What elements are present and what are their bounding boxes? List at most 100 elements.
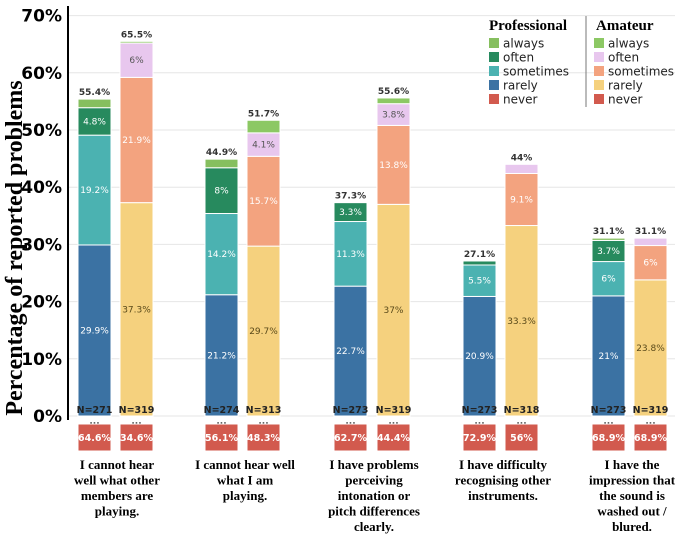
never-value-label: 68.9% [634,433,667,444]
never-value-label: 68.9% [592,433,625,444]
x-category-label-line: I have problems [329,457,418,472]
segment-value-label: 21.9% [122,136,151,146]
segment-value-label: 13.8% [379,161,408,171]
sample-size-label: N=319 [376,405,412,416]
segment-value-label: 29.7% [249,327,278,337]
bar-total-label: 55.6% [378,87,409,97]
segment-value-label: 6% [643,259,658,269]
bar-professional-rarely [333,285,368,417]
y-tick-label: 30% [21,235,62,255]
x-category-label-line: the sound is [599,488,665,503]
bar-amateur-often [119,42,154,78]
legend-swatch-amateur-always [594,38,604,48]
segment-value-label: 3.8% [382,111,405,121]
y-tick-label: 0% [33,407,62,427]
sample-size-label: N=274 [204,405,240,416]
axis-break-dots: ... [345,417,355,427]
x-category-label-line: instruments. [468,488,538,503]
bar-professional-rarely [591,295,626,417]
never-value-label: 56% [510,433,533,444]
bars: 29.9% 19.2% 4.8% 55.4% N=271... 64.6% 21.2% 14.… [77,30,669,452]
legend-swatch-amateur-rarely [594,80,604,90]
segment-value-label: 4.1% [252,141,275,151]
bar-professional-sometimes [462,264,497,297]
bar-professional-rarely [204,294,239,417]
never-value-label: 48.3% [247,433,280,444]
axis-break-dots: ... [603,417,613,427]
sample-size-label: N=319 [633,405,669,416]
sample-size-label: N=273 [462,405,498,416]
segment-value-label: 21% [598,352,618,362]
bar-professional-always [204,158,239,169]
segment-value-label: 5.5% [468,277,491,287]
bar-amateur-never [504,423,539,452]
segment-value-label: 37.3% [122,305,151,315]
x-category-label-line: I cannot hear well [195,457,295,472]
segment-value-label: 15.7% [249,197,278,207]
x-category-label-line: blured. [612,519,652,534]
x-category-label-line: what I am [217,473,274,488]
segment-value-label: 11.3% [336,250,365,260]
axis-break-dots: ... [216,417,226,427]
legend-label-amateur-rarely: rarely [608,79,643,93]
gridlines [68,15,675,417]
sample-size-label: N=318 [504,405,540,416]
x-category-label-line: I have difficulty [459,457,548,472]
segment-value-label: 33.3% [507,317,536,327]
bar-amateur-sometimes [633,245,668,281]
x-category-label-line: I cannot hear [80,457,155,472]
segment-value-label: 37% [383,306,403,316]
x-category-label: I cannot hear well what other members are p… [74,457,160,519]
y-tick-label: 50% [21,121,62,141]
legend-swatch-amateur-sometimes [594,66,604,76]
legend-label-professional-never: never [503,93,537,107]
x-category-label: I have the impression that the sound is was… [589,457,676,534]
segment-value-label: 22.7% [336,347,365,357]
sample-size-label: N=313 [246,405,282,416]
segment-value-label: 6% [129,56,144,66]
axis-break-dots: ... [131,417,141,427]
bar-professional-always [77,98,112,109]
segment-value-label: 9.1% [510,195,533,205]
bar-amateur-rarely [119,202,154,417]
sample-size-label: N=273 [333,405,369,416]
never-value-label: 56.1% [205,433,238,444]
never-value-label: 44.4% [377,433,410,444]
bar-professional-always [591,237,626,241]
bar-amateur-always [119,40,154,44]
bar-total-label: 37.3% [335,192,366,202]
bar-professional-often [462,260,497,266]
x-category-label: I have difficulty recognising other instru… [455,457,551,503]
bar-amateur-always [246,119,281,134]
bar-amateur-rarely [376,203,411,417]
x-category-label-line: members are [81,488,154,503]
legend-swatch-professional-always [489,38,499,48]
bar-professional-often [77,107,112,136]
legend-label-professional-rarely: rarely [503,79,538,93]
bar-total-label: 31.1% [593,227,624,237]
bar-amateur-sometimes [504,172,539,227]
segment-value-label: 4.8% [83,117,106,127]
bar-amateur-sometimes [119,76,154,204]
bar-professional-often [333,202,368,223]
bar-amateur-often [633,237,668,247]
sample-size-label: N=273 [591,405,627,416]
legend-swatch-amateur-often [594,52,604,62]
x-category-label-line: I have the [605,457,660,472]
segment-value-label: 19.2% [80,186,109,196]
bar-amateur-rarely [246,245,281,417]
legend-label-amateur-always: always [608,37,649,51]
x-category-label-line: washed out / [597,504,667,519]
bar-professional-never [77,423,112,452]
category-labels: I cannot hear well what other members are p… [74,457,676,534]
legend-swatch-professional-sometimes [489,66,499,76]
legend-label-professional-always: always [503,37,544,51]
x-category-label-line: perceiving [345,473,403,488]
bar-amateur-never [376,423,411,452]
segment-value-label: 14.2% [207,250,236,260]
x-category-label-line: intonation or [338,488,411,503]
bar-total-label: 27.1% [464,250,495,260]
bar-total-label: 51.7% [248,109,279,119]
axis-break-dots: ... [89,417,99,427]
